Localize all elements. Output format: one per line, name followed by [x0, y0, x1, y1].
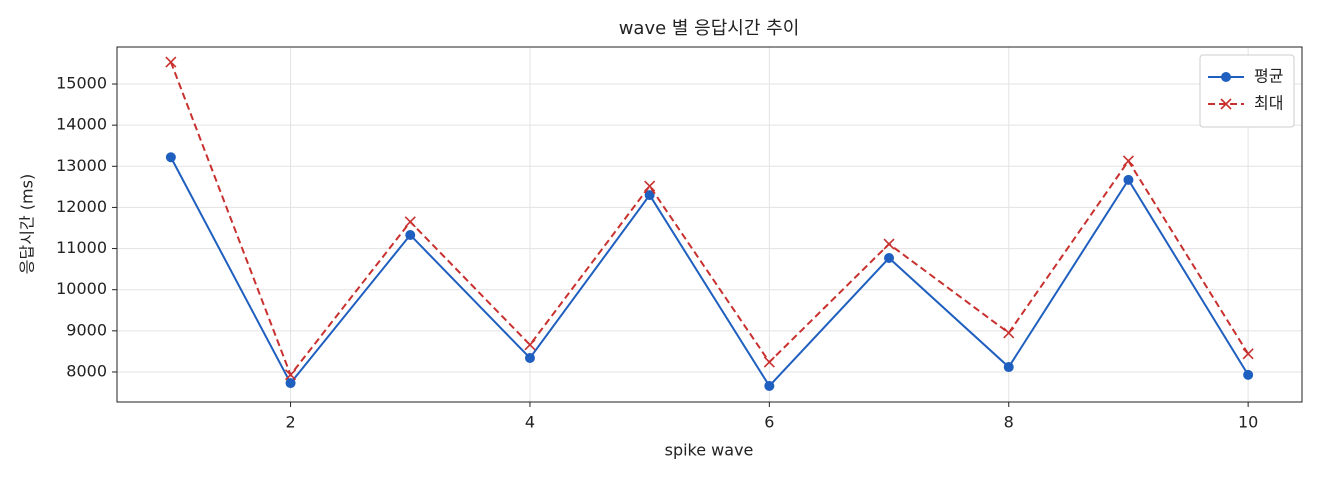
- x-tick-label: 8: [1004, 413, 1014, 432]
- marker: [644, 180, 656, 192]
- y-tick-label: 10000: [56, 279, 107, 298]
- y-tick-label: 15000: [56, 74, 107, 93]
- marker: [1122, 155, 1135, 167]
- legend-label: 평균: [1254, 67, 1283, 86]
- y-tick-label: 9000: [66, 320, 107, 339]
- x-axis-label: spike wave: [665, 441, 754, 460]
- marker: [285, 378, 296, 389]
- marker: [1221, 72, 1231, 82]
- marker: [764, 380, 775, 391]
- marker: [165, 152, 176, 163]
- y-tick-label: 14000: [56, 115, 107, 134]
- y-tick-label: 11000: [56, 238, 107, 257]
- y-tick-label: 12000: [56, 197, 107, 216]
- x-tick-label: 6: [764, 413, 774, 432]
- series-line: [169, 156, 1249, 388]
- marker: [1003, 327, 1015, 339]
- marker: [284, 369, 297, 381]
- y-axis-label: 응답시간 (ms): [18, 174, 37, 274]
- marker: [524, 339, 536, 351]
- legend-label: 최대: [1254, 94, 1283, 113]
- marker: [405, 229, 416, 240]
- y-tick-label: 8000: [66, 361, 107, 380]
- marker: [883, 238, 895, 250]
- marker: [1123, 174, 1134, 185]
- plot-frame: [116, 46, 1303, 403]
- marker: [404, 216, 416, 228]
- series-line: [169, 61, 1249, 377]
- marker: [763, 356, 775, 368]
- x-tick-label: 2: [285, 413, 295, 432]
- marker: [644, 190, 655, 201]
- marker: [165, 56, 177, 68]
- marker: [1243, 369, 1254, 380]
- chart-title: wave 별 응답시간 추이: [619, 18, 800, 39]
- y-tick-label: 13000: [56, 156, 107, 175]
- marker: [884, 253, 895, 264]
- x-tick-label: 10: [1238, 413, 1258, 432]
- marker: [1242, 348, 1254, 360]
- marker: [1220, 98, 1232, 110]
- x-tick-label: 4: [525, 413, 535, 432]
- marker: [1003, 362, 1014, 373]
- marker: [524, 352, 535, 363]
